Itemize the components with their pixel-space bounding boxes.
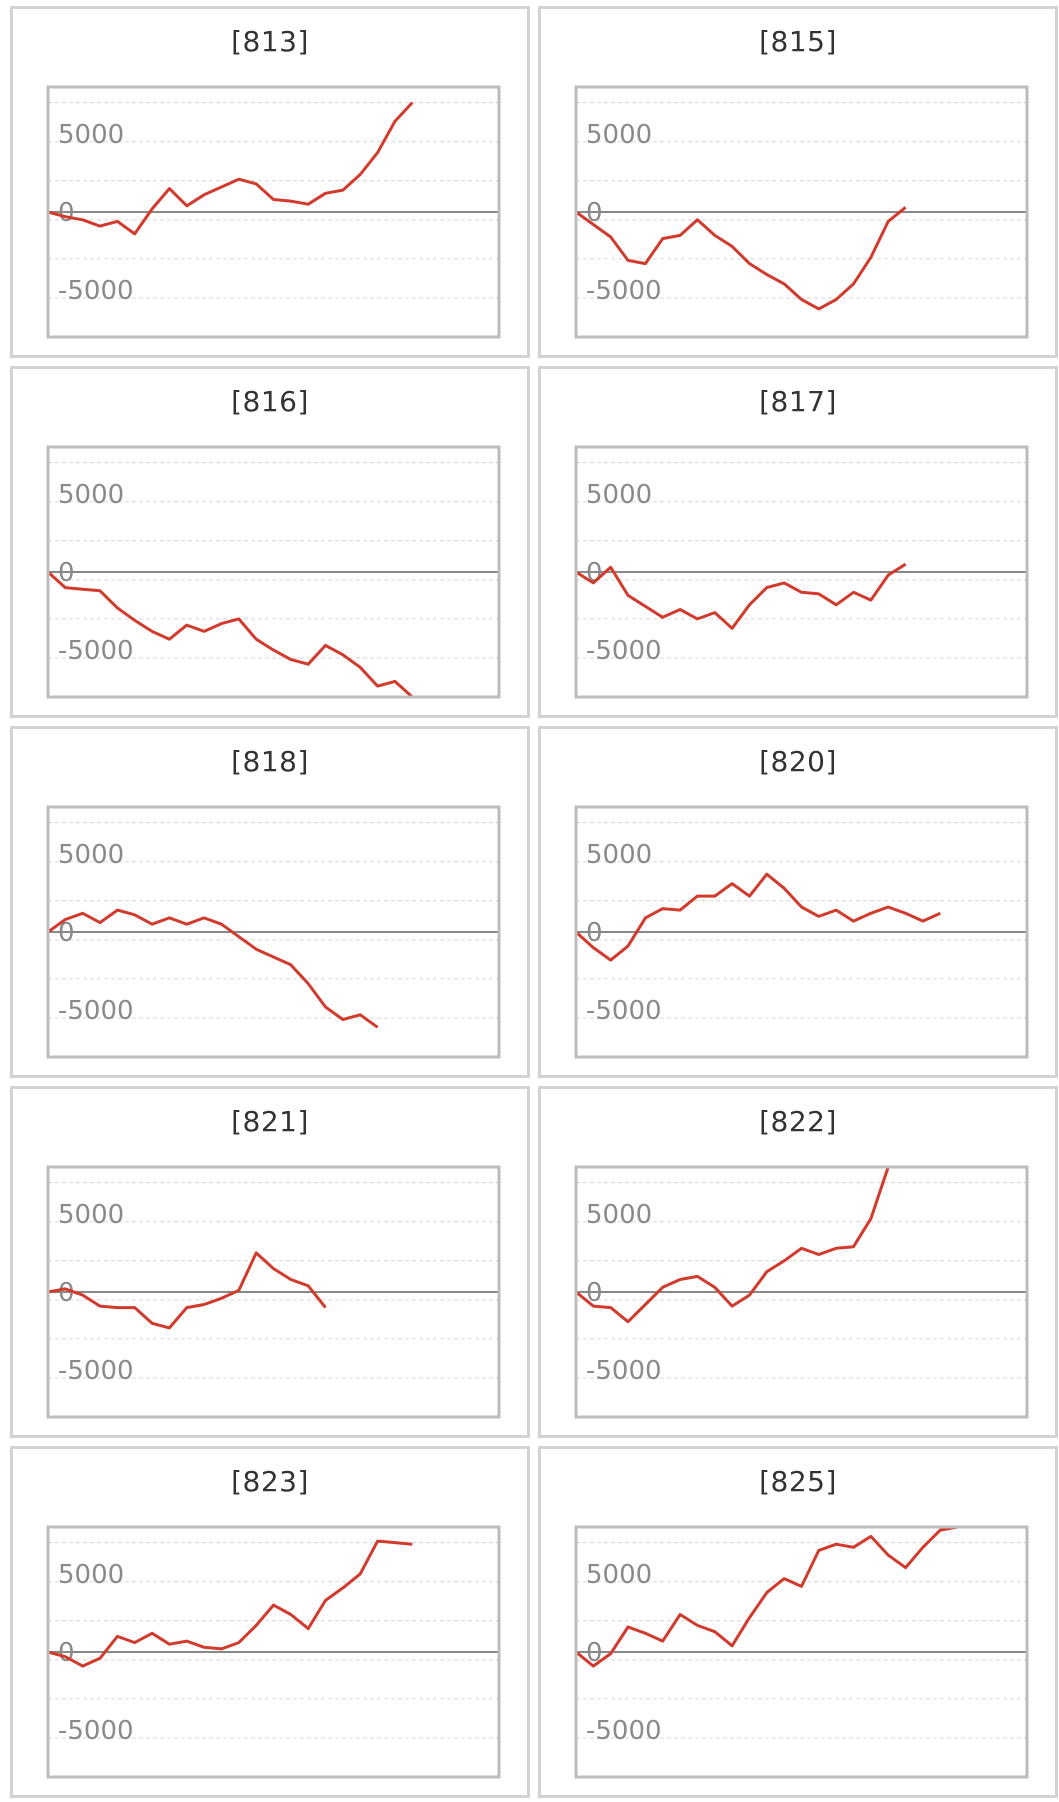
y-tick-label: 5000 bbox=[58, 120, 124, 150]
y-tick-label: -5000 bbox=[586, 1716, 662, 1746]
series-line bbox=[46, 570, 414, 699]
y-tick-label: 5000 bbox=[586, 840, 652, 870]
series-line bbox=[575, 206, 907, 311]
series-line bbox=[575, 1525, 958, 1668]
y-tick-label: -5000 bbox=[586, 996, 662, 1026]
chart-panel: [820] 5000 0 -5000 bbox=[538, 726, 1058, 1078]
y-tick-label: -5000 bbox=[58, 1356, 134, 1386]
y-tick-label: 5000 bbox=[58, 480, 124, 510]
chart-panel: [813] 5000 0 -5000 bbox=[10, 6, 530, 358]
y-tick-label: -5000 bbox=[586, 636, 662, 666]
chart-panel: [821] 5000 0 -5000 bbox=[10, 1086, 530, 1438]
chart-title: [813] bbox=[231, 25, 309, 58]
y-tick-label: 5000 bbox=[58, 1200, 124, 1230]
plot-frame bbox=[46, 85, 501, 339]
y-tick-label: -5000 bbox=[58, 636, 134, 666]
series-line bbox=[47, 1251, 327, 1330]
y-tick-label: 5000 bbox=[58, 840, 124, 870]
plot-frame bbox=[574, 1525, 1029, 1779]
chart-panel: [825] 5000 0 -5000 bbox=[538, 1446, 1058, 1798]
plot-frame bbox=[46, 445, 501, 699]
chart-title: [821] bbox=[231, 1105, 309, 1138]
y-tick-label: 5000 bbox=[58, 1560, 124, 1590]
chart-panel: [823] 5000 0 -5000 bbox=[10, 1446, 530, 1798]
plot-frame bbox=[46, 1165, 501, 1419]
chart-panel: [815] 5000 0 -5000 bbox=[538, 6, 1058, 358]
chart-title: [823] bbox=[231, 1465, 309, 1498]
series-line bbox=[574, 872, 941, 962]
chart-title: [818] bbox=[231, 745, 309, 778]
y-tick-label: 5000 bbox=[586, 120, 652, 150]
chart-title: [820] bbox=[759, 745, 837, 778]
series-line bbox=[47, 1539, 413, 1668]
chart-panel: [818] 5000 0 -5000 bbox=[10, 726, 530, 1078]
y-tick-label: -5000 bbox=[58, 996, 134, 1026]
chart-title: [817] bbox=[759, 385, 837, 418]
chart-panel: [817] 5000 0 -5000 bbox=[538, 366, 1058, 718]
y-tick-label: -5000 bbox=[58, 1716, 134, 1746]
y-tick-label: 5000 bbox=[586, 1200, 652, 1230]
chart-title: [815] bbox=[759, 25, 837, 58]
chart-panel: [822] 5000 0 -5000 bbox=[538, 1086, 1058, 1438]
series-line bbox=[47, 908, 379, 1029]
y-tick-label: -5000 bbox=[586, 1356, 662, 1386]
y-tick-label: 5000 bbox=[586, 480, 652, 510]
plot-frame bbox=[46, 805, 501, 1059]
y-tick-label: -5000 bbox=[586, 276, 662, 306]
chart-title: [825] bbox=[759, 1465, 837, 1498]
plot-frame bbox=[574, 445, 1029, 699]
chart-title: [816] bbox=[231, 385, 309, 418]
series-line bbox=[575, 562, 907, 630]
chart-title: [822] bbox=[759, 1105, 837, 1138]
plot-frame bbox=[574, 85, 1029, 339]
y-tick-label: 5000 bbox=[586, 1560, 652, 1590]
plot-frame bbox=[574, 805, 1029, 1059]
chart-panel: [816] 5000 0 -5000 bbox=[10, 366, 530, 718]
y-tick-label: -5000 bbox=[58, 276, 134, 306]
plot-frame bbox=[574, 1165, 1029, 1419]
plot-frame bbox=[46, 1525, 501, 1779]
series-line bbox=[47, 101, 414, 236]
series-line bbox=[575, 1165, 923, 1324]
